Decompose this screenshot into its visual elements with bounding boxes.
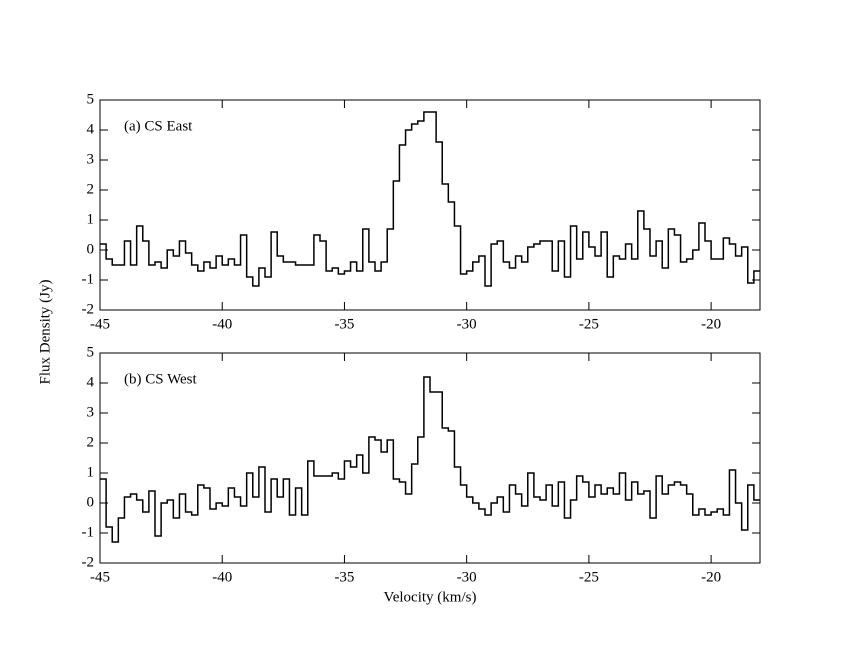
y-tick-label: 3 bbox=[87, 404, 95, 420]
panel-label: (a) CS East bbox=[124, 118, 193, 134]
x-tick-label: -30 bbox=[457, 316, 477, 332]
y-tick-label: 1 bbox=[87, 211, 95, 227]
panel-label: (b) CS West bbox=[124, 371, 198, 387]
plot-frame bbox=[99, 352, 761, 564]
spectrum-line bbox=[100, 376, 760, 543]
x-tick-label: -20 bbox=[701, 569, 721, 585]
x-tick-label: -20 bbox=[701, 316, 721, 332]
spectrum-line bbox=[100, 111, 760, 287]
y-tick-label: 4 bbox=[87, 121, 95, 137]
x-tick-label: -25 bbox=[579, 569, 599, 585]
x-tick-label: -30 bbox=[457, 569, 477, 585]
x-tick-label: -45 bbox=[90, 316, 110, 332]
y-axis-label: Flux Density (Jy) bbox=[37, 279, 53, 384]
y-tick-label: 2 bbox=[87, 181, 95, 197]
x-tick-label: -40 bbox=[212, 569, 232, 585]
y-tick-label: 4 bbox=[87, 374, 95, 390]
plot-frame bbox=[99, 99, 761, 311]
x-tick-label: -35 bbox=[334, 316, 354, 332]
y-tick-label: 0 bbox=[87, 494, 95, 510]
y-tick-label: -1 bbox=[82, 524, 95, 540]
y-tick-label: 5 bbox=[87, 344, 95, 360]
y-tick-label: 3 bbox=[87, 151, 95, 167]
x-tick-label: -25 bbox=[579, 316, 599, 332]
x-tick-label: -45 bbox=[90, 569, 110, 585]
x-axis-label: Velocity (km/s) bbox=[384, 589, 477, 605]
y-tick-label: 2 bbox=[87, 434, 95, 450]
y-tick-label: 0 bbox=[87, 241, 95, 257]
y-tick-label: -2 bbox=[82, 554, 95, 570]
x-tick-label: -35 bbox=[334, 569, 354, 585]
y-tick-label: -2 bbox=[82, 301, 95, 317]
y-tick-label: 5 bbox=[87, 91, 95, 107]
y-tick-label: 1 bbox=[87, 464, 95, 480]
x-tick-label: -40 bbox=[212, 316, 232, 332]
y-tick-label: -1 bbox=[82, 271, 95, 287]
